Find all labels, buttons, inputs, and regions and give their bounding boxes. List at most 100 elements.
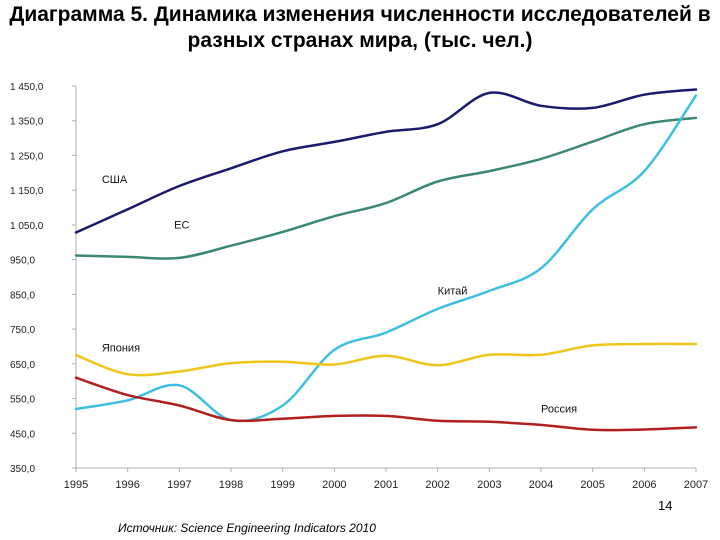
data-point-eu: [230, 245, 232, 247]
series-line-china: [74, 94, 698, 423]
series-line-russia: [74, 376, 698, 432]
data-point-russia: [488, 421, 490, 423]
data-point-usa: [540, 105, 542, 107]
data-point-usa: [695, 88, 697, 90]
y-tick-label: 950,0: [10, 256, 35, 267]
data-point-china: [75, 408, 77, 410]
data-point-usa: [333, 141, 335, 143]
y-tick-label: 650,0: [10, 360, 35, 371]
data-point-russia: [281, 417, 283, 419]
data-point-russia: [643, 428, 645, 430]
data-point-eu: [695, 117, 697, 119]
x-tick-label: 1997: [167, 479, 191, 491]
series-line-japan: [74, 342, 698, 377]
data-point-usa: [230, 167, 232, 169]
data-point-eu: [178, 257, 180, 259]
chart-title-line-2: разных странах мира, (тыс. чел.): [187, 29, 533, 52]
data-point-china: [178, 384, 180, 386]
data-point-japan: [230, 362, 232, 364]
data-point-japan: [695, 343, 697, 345]
y-tick-label: 850,0: [10, 290, 35, 301]
data-point-russia: [591, 429, 593, 431]
y-tick-label: 1 350,0: [10, 117, 44, 128]
data-point-russia: [178, 404, 180, 406]
x-tick-label: 2007: [684, 479, 708, 491]
data-point-japan: [591, 344, 593, 346]
series-label-eu: ЕС: [174, 219, 189, 231]
data-point-eu: [333, 215, 335, 217]
chart-area: 350,0 450,0 550,0 650,0 750,0 850,0 950,0 1 050…: [0, 66, 720, 506]
x-tick-label: 1998: [219, 479, 243, 491]
series-label-russia: Россия: [541, 403, 577, 415]
series-line-usa: [74, 88, 698, 234]
y-tick-label: 550,0: [10, 395, 35, 406]
data-point-japan: [436, 364, 438, 366]
chart-title: Диаграмма 5. Динамика изменения численно…: [0, 2, 720, 54]
data-point-japan: [643, 343, 645, 345]
data-point-japan: [488, 354, 490, 356]
series-label-china: Китай: [438, 285, 468, 297]
x-tick-label: 1999: [270, 479, 294, 491]
data-point-china: [695, 94, 697, 96]
data-point-eu: [591, 140, 593, 142]
x-tick-label: 2000: [322, 479, 346, 491]
data-point-japan: [540, 354, 542, 356]
data-point-usa: [436, 123, 438, 125]
x-tick-label: 2002: [425, 479, 449, 491]
y-tick-label: 350,0: [10, 464, 35, 475]
y-tick-label: 450,0: [10, 429, 35, 440]
data-point-russia: [436, 420, 438, 422]
data-point-eu: [75, 254, 77, 256]
chart-title-line-1: Диаграмма 5. Динамика изменения численно…: [9, 3, 711, 26]
data-point-eu: [281, 231, 283, 233]
x-tick-label: 2003: [477, 479, 501, 491]
data-point-japan: [333, 363, 335, 365]
x-tick-label: 2006: [632, 479, 656, 491]
data-point-usa: [591, 107, 593, 109]
data-point-usa: [178, 185, 180, 187]
source-note: Источник: Science Engineering Indicators…: [118, 521, 376, 535]
data-point-japan: [281, 361, 283, 363]
data-point-china: [385, 331, 387, 333]
data-point-japan: [178, 370, 180, 372]
data-point-russia: [540, 424, 542, 426]
x-tick-label: 1995: [64, 479, 88, 491]
data-point-china: [591, 208, 593, 210]
data-point-usa: [126, 208, 128, 210]
data-point-eu: [436, 180, 438, 182]
data-point-russia: [75, 377, 77, 379]
data-point-china: [436, 308, 438, 310]
data-point-russia: [333, 415, 335, 417]
y-tick-label: 1 050,0: [10, 221, 44, 232]
y-tick-label: 1 250,0: [10, 151, 44, 162]
data-point-usa: [488, 92, 490, 94]
y-tick-label: 1 450,0: [10, 82, 44, 93]
data-point-russia: [385, 415, 387, 417]
data-point-russia: [695, 426, 697, 428]
data-point-russia: [230, 419, 232, 421]
y-tick-label: 750,0: [10, 325, 35, 336]
data-point-usa: [75, 231, 77, 233]
data-point-china: [488, 290, 490, 292]
data-point-eu: [126, 256, 128, 258]
data-point-usa: [385, 131, 387, 133]
data-point-eu: [385, 202, 387, 204]
series-line-eu: [74, 116, 698, 260]
data-point-china: [126, 399, 128, 401]
data-point-japan: [385, 355, 387, 357]
x-tick-label: 1996: [115, 479, 139, 491]
x-tick-label: 2004: [529, 479, 553, 491]
series-label-japan: Япония: [102, 343, 140, 355]
data-point-usa: [643, 93, 645, 95]
data-point-china: [643, 170, 645, 172]
data-point-eu: [643, 123, 645, 125]
data-point-china: [281, 404, 283, 406]
y-tick-label: 1 150,0: [10, 186, 44, 197]
data-point-china: [333, 349, 335, 351]
data-point-japan: [75, 354, 77, 356]
x-tick-label: 2001: [374, 479, 398, 491]
data-point-japan: [126, 373, 128, 375]
line-chart: 350,0 450,0 550,0 650,0 750,0 850,0 950,0 1 050…: [10, 82, 708, 491]
page-number: 14: [658, 498, 673, 513]
data-point-eu: [488, 170, 490, 172]
